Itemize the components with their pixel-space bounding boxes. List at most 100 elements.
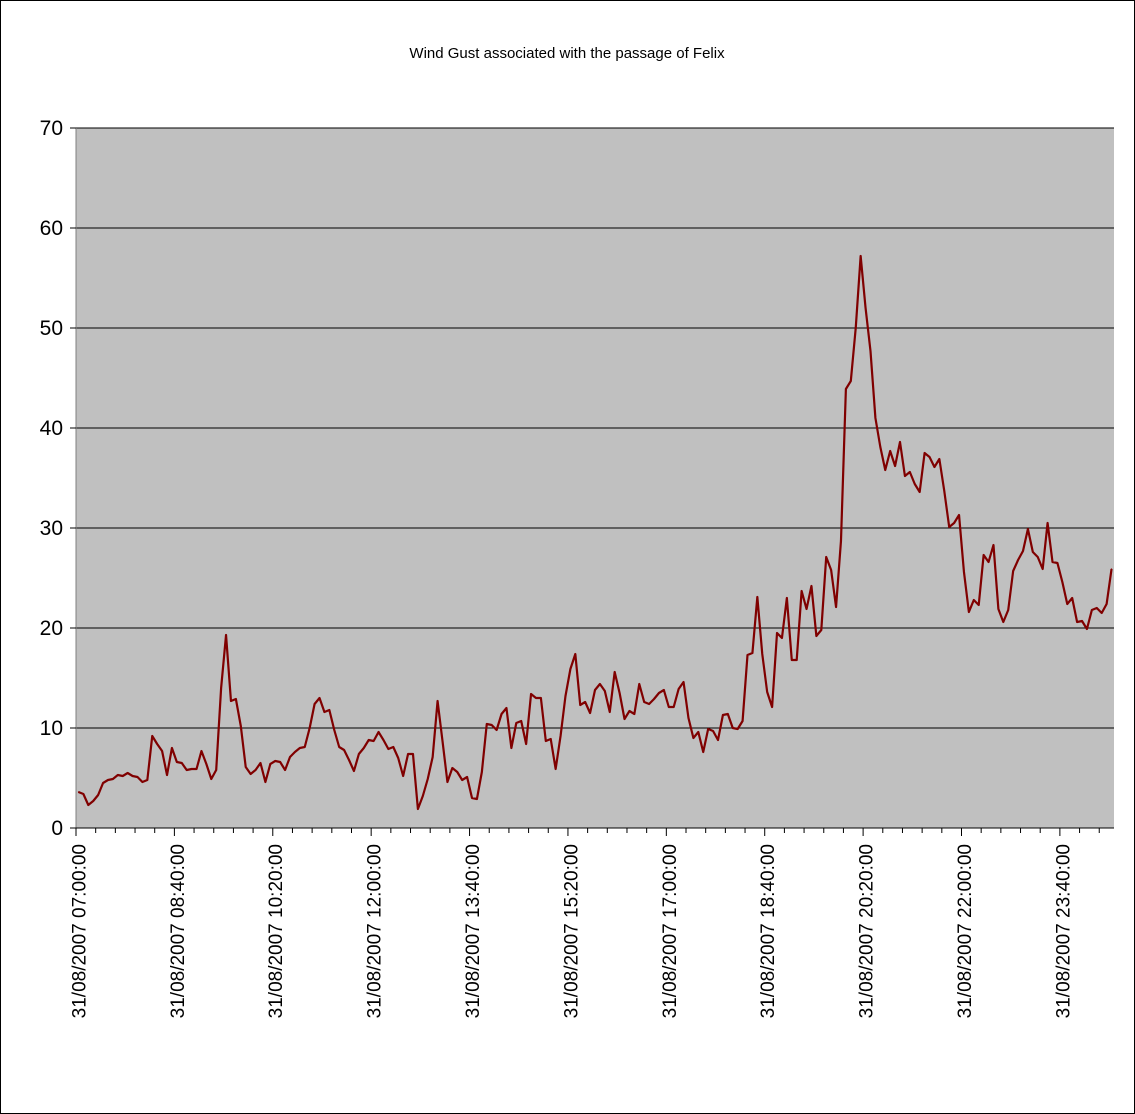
data-point [756, 596, 758, 598]
data-point [491, 724, 493, 726]
data-point [481, 771, 483, 773]
data-point [210, 778, 212, 780]
data-point [309, 727, 311, 729]
data-point [353, 770, 355, 772]
data-point [820, 629, 822, 631]
y-tick-label: 40 [40, 417, 63, 440]
data-point [235, 698, 237, 700]
data-point [181, 762, 183, 764]
data-point [274, 760, 276, 762]
data-point [825, 556, 827, 558]
data-point [417, 808, 419, 810]
data-point [1061, 581, 1063, 583]
data-point [510, 747, 512, 749]
axes [70, 127, 1114, 836]
data-point [609, 711, 611, 713]
data-point [436, 700, 439, 702]
data-point [791, 659, 793, 661]
data-point [618, 692, 621, 694]
data-point [904, 475, 906, 477]
data-point [707, 728, 709, 730]
data-point [786, 597, 788, 599]
data-point [869, 350, 872, 352]
data-point [987, 561, 990, 563]
data-point [1086, 628, 1088, 630]
data-point [983, 554, 985, 556]
data-point [564, 695, 567, 697]
data-point [496, 729, 498, 731]
data-point [368, 739, 370, 741]
data-point [117, 774, 119, 776]
data-point [1037, 556, 1039, 558]
data-point [727, 713, 729, 715]
data-point [909, 471, 911, 473]
data-point [682, 681, 685, 683]
data-point [884, 469, 886, 471]
x-tick-label: 31/08/2007 22:00:00 [955, 844, 976, 1018]
data-point [225, 634, 227, 636]
data-point [500, 713, 503, 715]
data-point [333, 729, 335, 731]
data-point [535, 697, 537, 699]
data-point [97, 794, 99, 796]
data-point [540, 697, 542, 699]
data-point [397, 757, 399, 759]
data-point [373, 740, 375, 742]
data-point [1022, 550, 1024, 552]
data-point [304, 746, 306, 748]
data-point [520, 720, 522, 722]
data-point [589, 712, 591, 714]
data-point [874, 417, 877, 419]
data-point [692, 737, 694, 739]
x-tick-label: 31/08/2007 12:00:00 [365, 844, 386, 1018]
data-point [1096, 607, 1098, 609]
data-point [855, 327, 857, 329]
data-point [899, 441, 901, 443]
data-point [574, 653, 576, 655]
data-point [338, 746, 340, 748]
data-point [441, 740, 444, 742]
data-point [663, 689, 665, 691]
data-point [259, 762, 262, 764]
data-point [1002, 621, 1004, 623]
data-point [1017, 559, 1019, 561]
y-tick-label: 0 [51, 817, 63, 840]
data-point [195, 768, 198, 770]
data-point [348, 759, 350, 761]
data-point [992, 544, 995, 546]
data-point [717, 739, 719, 741]
data-point [712, 730, 714, 732]
data-point [1051, 561, 1054, 563]
data-point [240, 725, 242, 727]
data-point [810, 585, 813, 587]
data-point [860, 255, 862, 257]
data-point [456, 771, 458, 773]
x-tick-label: 31/08/2007 17:00:00 [660, 844, 681, 1018]
data-point [176, 761, 178, 763]
plot-area [76, 128, 1114, 828]
data-point [200, 750, 203, 752]
data-point [166, 774, 168, 776]
data-point [1110, 568, 1113, 570]
data-point [761, 653, 763, 655]
x-tick-label: 31/08/2007 23:40:00 [1053, 844, 1074, 1018]
data-point [751, 652, 754, 654]
x-tick-label: 31/08/2007 20:20:00 [857, 844, 878, 1018]
data-point [1076, 621, 1078, 623]
data-point [1056, 562, 1059, 564]
data-point [427, 778, 429, 780]
data-point [668, 706, 670, 708]
data-point [392, 746, 394, 748]
data-point [850, 380, 852, 382]
y-tick-label: 20 [40, 617, 63, 640]
data-point [250, 773, 252, 775]
data-point [623, 718, 626, 720]
data-point [412, 753, 414, 755]
x-tick-label: 31/08/2007 07:00:00 [69, 844, 90, 1018]
data-point [446, 781, 449, 783]
series-layer [77, 254, 1113, 811]
y-tick-label: 10 [40, 717, 63, 740]
data-point [584, 701, 586, 703]
data-point [973, 599, 975, 601]
data-point [879, 446, 881, 448]
